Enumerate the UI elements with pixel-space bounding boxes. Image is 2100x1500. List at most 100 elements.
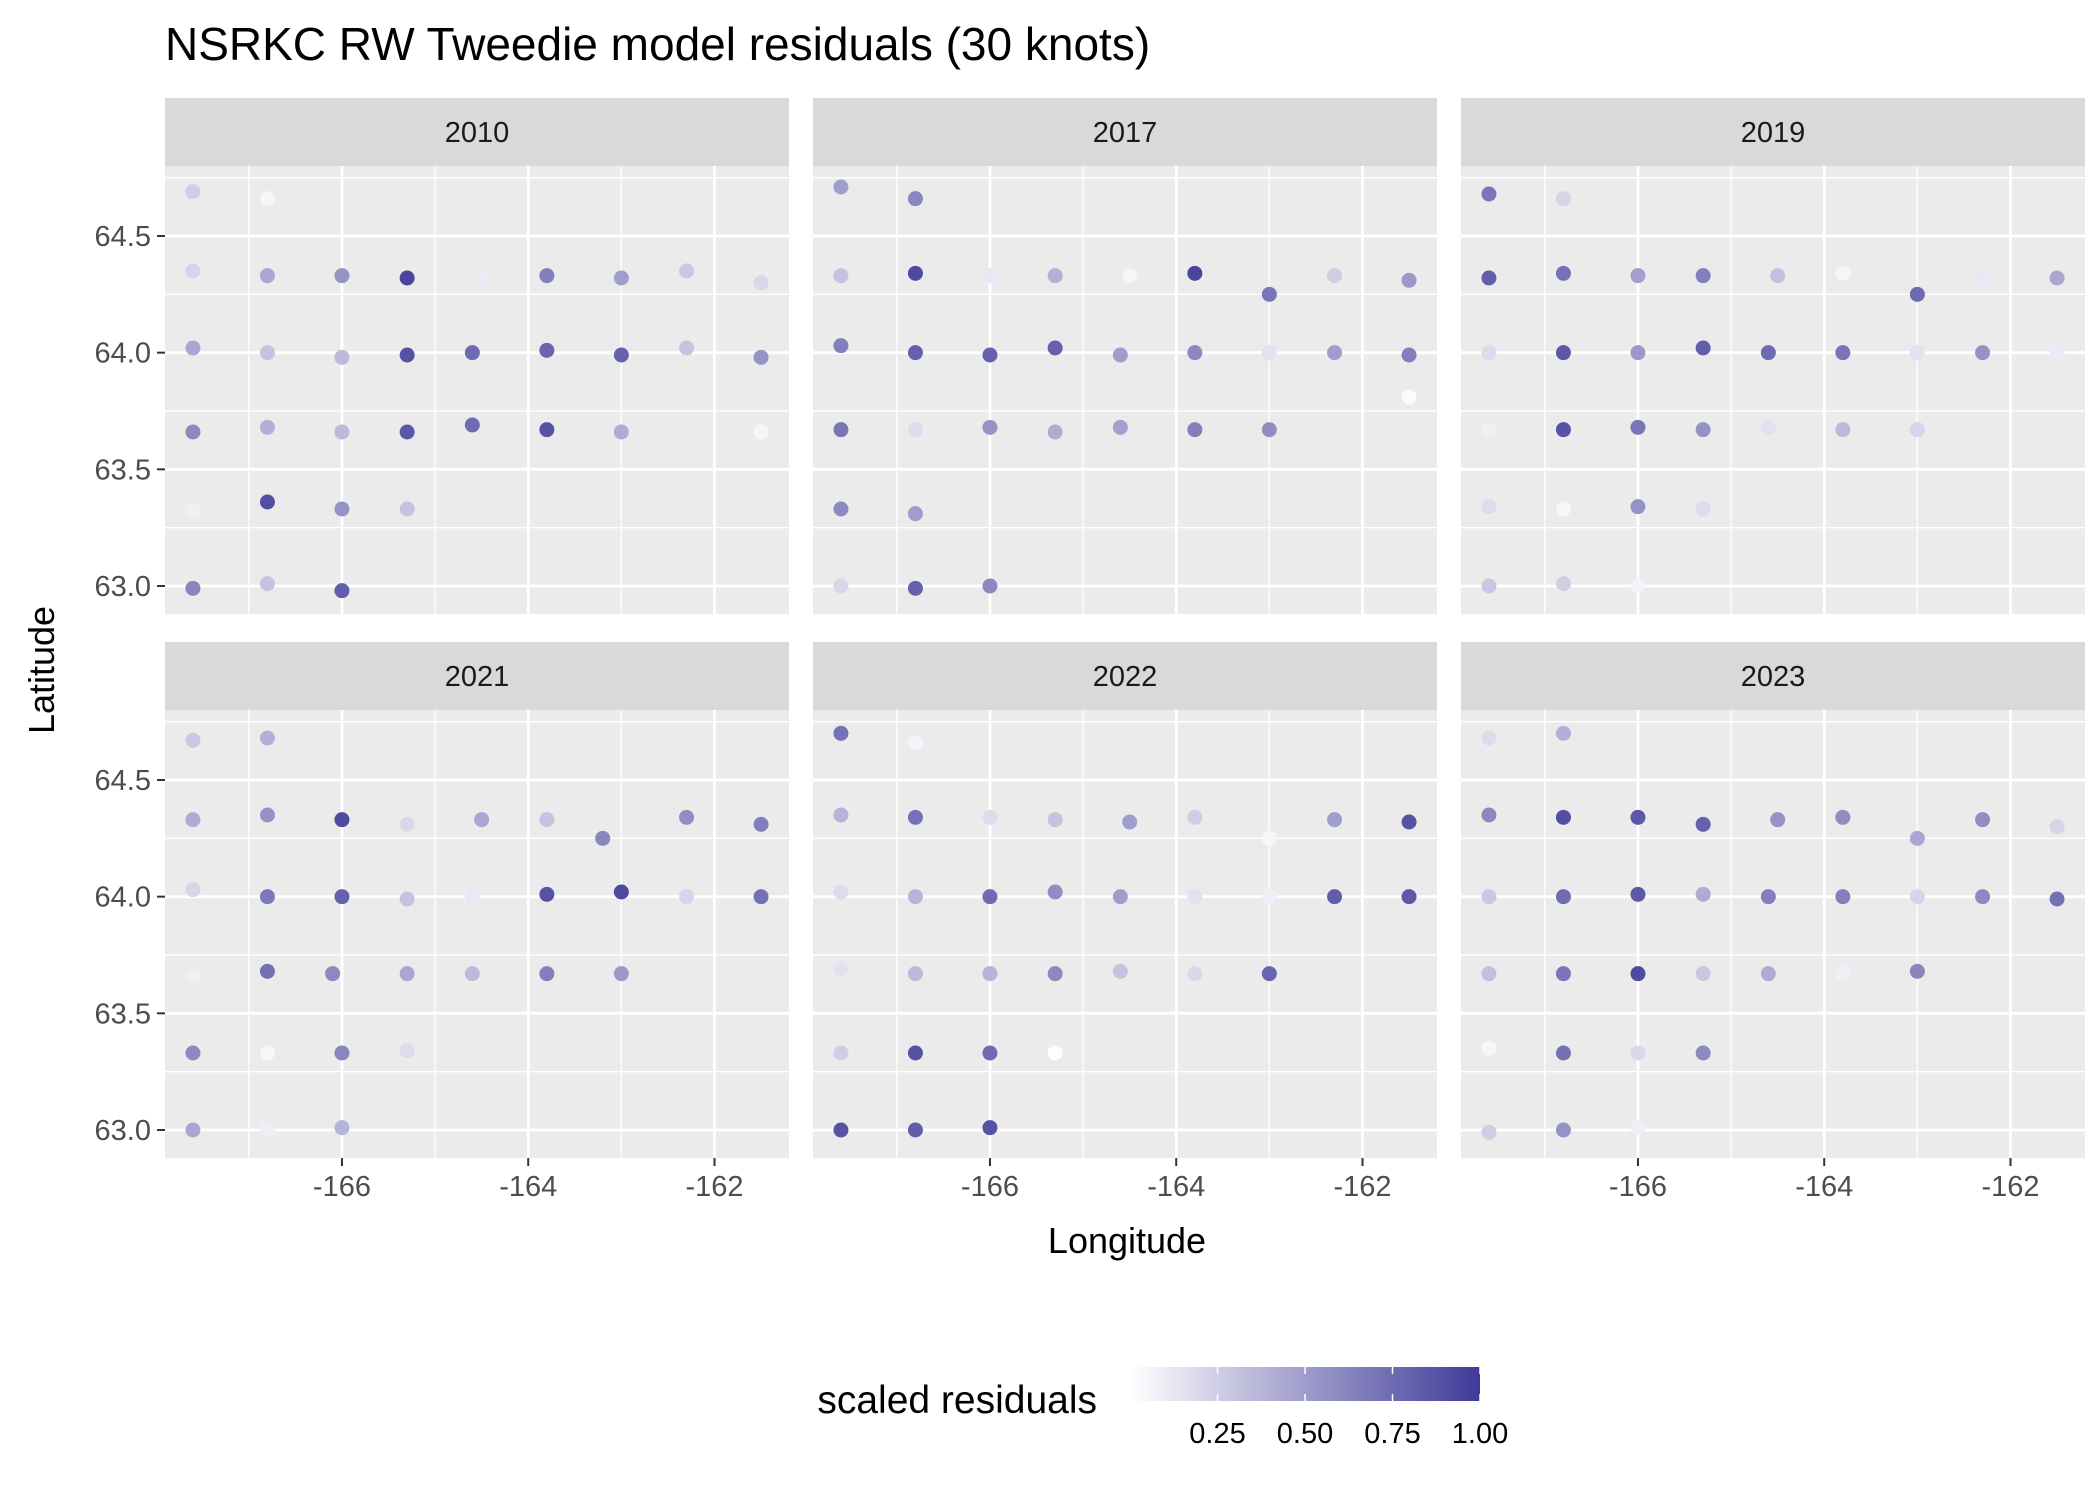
y-tick-label: 63.5 xyxy=(95,998,151,1030)
data-point xyxy=(1909,830,1925,846)
data-point xyxy=(1770,268,1786,284)
data-point xyxy=(259,807,275,823)
data-point xyxy=(1261,422,1277,438)
data-point xyxy=(1481,807,1497,823)
data-point xyxy=(399,891,415,907)
y-tick-label: 63.0 xyxy=(95,571,151,603)
data-point xyxy=(613,424,629,440)
data-point xyxy=(259,1045,275,1061)
data-point xyxy=(1047,340,1063,356)
panel-background xyxy=(1461,710,2085,1158)
panel-strip xyxy=(1461,98,2085,166)
data-point xyxy=(1481,578,1497,594)
legend-tick-label: 1.00 xyxy=(1452,1418,1508,1450)
data-point xyxy=(982,1045,998,1061)
data-point xyxy=(1047,424,1063,440)
axes: 63.0 63.5 64.0 64.5 -166 -164 -162 63.0 63.5 64.0… xyxy=(95,221,2040,1203)
data-point xyxy=(334,349,350,365)
data-point xyxy=(1481,270,1497,286)
data-point xyxy=(613,347,629,363)
data-points xyxy=(185,184,769,599)
data-point xyxy=(185,503,201,519)
data-point xyxy=(833,884,849,900)
data-point xyxy=(1835,265,1851,281)
x-tick-label: -162 xyxy=(1333,1171,1391,1203)
data-point xyxy=(1835,809,1851,825)
data-point xyxy=(833,1045,849,1061)
data-point xyxy=(185,263,201,279)
data-point xyxy=(1695,340,1711,356)
data-point xyxy=(185,968,201,984)
data-point xyxy=(1481,966,1497,982)
color-legend: scaled residuals 0.25 0.50 0.75 1.00 xyxy=(817,1367,1508,1450)
y-tick-label: 63.0 xyxy=(95,1115,151,1147)
data-point xyxy=(1047,966,1063,982)
data-point xyxy=(539,268,555,284)
data-point xyxy=(334,424,350,440)
data-point xyxy=(1187,422,1203,438)
data-point xyxy=(1630,345,1646,361)
data-point xyxy=(1975,345,1991,361)
data-point xyxy=(1187,966,1203,982)
data-point xyxy=(1112,347,1128,363)
data-point xyxy=(1187,889,1203,905)
data-point xyxy=(185,812,201,828)
data-point xyxy=(185,732,201,748)
data-point xyxy=(474,270,490,286)
data-point xyxy=(1835,422,1851,438)
panel-2019: 2019 xyxy=(1461,98,2085,614)
data-point xyxy=(1555,501,1571,517)
data-point xyxy=(982,1120,998,1136)
data-point xyxy=(679,809,695,825)
data-point xyxy=(1112,963,1128,979)
data-points xyxy=(833,725,1417,1138)
data-point xyxy=(1261,286,1277,302)
panel-strip-label: 2023 xyxy=(1741,661,1806,693)
data-point xyxy=(982,268,998,284)
data-point xyxy=(539,966,555,982)
data-point xyxy=(474,812,490,828)
data-point xyxy=(1695,1045,1711,1061)
data-point xyxy=(1760,345,1776,361)
panel-strip-label: 2017 xyxy=(1093,117,1158,149)
facet-panels: 2010 2017 2019 2021 2022 2023 xyxy=(165,98,2085,1158)
data-point xyxy=(399,347,415,363)
data-point xyxy=(1760,889,1776,905)
data-point xyxy=(833,422,849,438)
data-point xyxy=(679,340,695,356)
y-tick-label: 64.0 xyxy=(95,882,151,914)
data-point xyxy=(1695,816,1711,832)
data-point xyxy=(1630,1045,1646,1061)
data-point xyxy=(2049,819,2065,835)
data-point xyxy=(1481,422,1497,438)
panel-strip-label: 2022 xyxy=(1093,661,1158,693)
panel-strip xyxy=(165,642,789,710)
data-point xyxy=(399,966,415,982)
data-point xyxy=(1112,889,1128,905)
data-point xyxy=(982,889,998,905)
data-point xyxy=(1401,889,1417,905)
data-point xyxy=(399,1043,415,1059)
y-tick-label: 64.5 xyxy=(95,765,151,797)
data-point xyxy=(259,419,275,435)
data-point xyxy=(1909,345,1925,361)
panel-strip-label: 2019 xyxy=(1741,117,1806,149)
panel-background xyxy=(1461,166,2085,614)
legend-tick-label: 0.75 xyxy=(1364,1418,1420,1450)
data-point xyxy=(1481,730,1497,746)
panel-background xyxy=(165,710,789,1158)
data-point xyxy=(833,725,849,741)
panel-2017: 2017 xyxy=(813,98,1437,614)
data-point xyxy=(464,889,480,905)
data-point xyxy=(1261,889,1277,905)
data-points xyxy=(1481,725,2065,1140)
data-point xyxy=(1555,809,1571,825)
x-tick-label: -164 xyxy=(499,1171,557,1203)
data-point xyxy=(833,268,849,284)
data-point xyxy=(399,816,415,832)
data-point xyxy=(539,886,555,902)
data-point xyxy=(2049,345,2065,361)
data-point xyxy=(185,1045,201,1061)
data-point xyxy=(753,349,769,365)
